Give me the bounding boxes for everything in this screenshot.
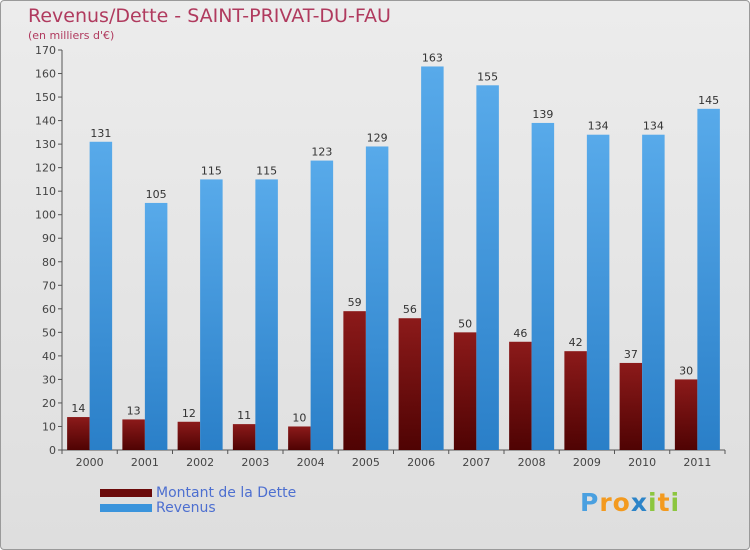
x-tick-label: 2008: [518, 456, 546, 469]
x-tick-label: 2007: [462, 456, 490, 469]
y-tick-label: 140: [35, 115, 56, 128]
revenus-value-label: 129: [367, 131, 388, 144]
x-tick-label: 2005: [352, 456, 380, 469]
revenus-value-label: 115: [201, 164, 222, 177]
y-tick-label: 50: [42, 326, 56, 339]
y-tick-label: 100: [35, 209, 56, 222]
revenus-bar: [476, 85, 499, 450]
legend-label-revenus: Revenus: [156, 500, 216, 516]
legend-label-dette: Montant de la Dette: [156, 485, 297, 501]
logo-letter: t: [657, 488, 671, 517]
dette-value-label: 13: [127, 404, 141, 417]
dette-bar: [67, 417, 90, 450]
x-tick-label: 2000: [76, 456, 104, 469]
dette-value-label: 12: [182, 407, 196, 420]
y-tick-label: 80: [42, 256, 56, 269]
y-tick-label: 30: [42, 373, 56, 386]
logo-letter: i: [648, 488, 658, 517]
revenus-bar: [365, 146, 389, 450]
revenus-value-label: 139: [532, 108, 553, 121]
revenus-value-label: 115: [256, 164, 277, 177]
dette-bar: [343, 311, 366, 450]
revenus-bar: [310, 160, 334, 450]
y-tick-label: 70: [42, 279, 56, 292]
y-tick-label: 20: [42, 397, 56, 410]
x-tick-label: 2010: [628, 456, 656, 469]
revenus-value-label: 163: [422, 51, 443, 64]
y-tick-label: 0: [49, 444, 56, 457]
dette-value-label: 14: [71, 402, 85, 415]
revenus-value-label: 123: [311, 146, 332, 159]
logo-letter: r: [599, 488, 613, 517]
x-tick-label: 2009: [573, 456, 601, 469]
dette-bar: [288, 426, 311, 450]
legend-swatch-revenus: [100, 504, 152, 512]
dette-bar: [232, 424, 256, 450]
legend-swatch-dette: [100, 489, 152, 497]
revenus-value-label: 131: [90, 127, 111, 140]
dette-value-label: 46: [513, 327, 527, 340]
dette-value-label: 30: [679, 364, 693, 377]
logo-letter: x: [630, 488, 648, 517]
y-tick-label: 130: [35, 138, 56, 151]
revenus-bar: [697, 108, 720, 450]
dette-value-label: 11: [237, 409, 251, 422]
y-tick-label: 170: [35, 44, 56, 57]
x-tick-label: 2011: [683, 456, 711, 469]
dette-bar: [619, 362, 643, 450]
dette-bar: [122, 419, 145, 450]
revenus-value-label: 105: [146, 188, 167, 201]
chart-title: Revenus/Dette - SAINT-PRIVAT-DU-FAU: [28, 5, 391, 27]
revenus-bar: [531, 122, 555, 451]
revenus-value-label: 145: [698, 94, 719, 107]
dette-value-label: 10: [292, 411, 306, 424]
y-tick-label: 40: [42, 350, 56, 363]
revenus-bar: [586, 134, 610, 451]
x-tick-label: 2006: [407, 456, 435, 469]
dette-bar: [398, 318, 422, 450]
y-tick-label: 120: [35, 162, 56, 175]
dette-bar: [453, 332, 477, 450]
dette-bar: [509, 341, 532, 450]
logo-letter: i: [670, 488, 681, 517]
logo-letter: P: [580, 488, 600, 517]
y-tick-label: 150: [35, 91, 56, 104]
x-tick-label: 2004: [297, 456, 325, 469]
dette-bar: [564, 351, 587, 450]
revenus-bar: [89, 141, 113, 450]
y-tick-label: 60: [42, 303, 56, 316]
dette-bar: [674, 379, 698, 450]
dette-value-label: 50: [458, 317, 472, 330]
dette-bar: [177, 421, 201, 450]
revenus-bar: [255, 179, 278, 451]
logo-letter: o: [612, 488, 631, 517]
revenus-value-label: 134: [588, 120, 609, 133]
x-tick-label: 2002: [186, 456, 214, 469]
dette-value-label: 56: [403, 303, 417, 316]
revenus-bar: [144, 202, 168, 450]
dette-value-label: 37: [624, 348, 638, 361]
dette-value-label: 42: [569, 336, 583, 349]
y-tick-label: 110: [35, 185, 56, 198]
dette-value-label: 59: [348, 296, 362, 309]
x-tick-label: 2003: [241, 456, 269, 469]
y-tick-label: 10: [42, 420, 56, 433]
chart-subtitle: (en milliers d'€): [28, 29, 115, 42]
x-tick-label: 2001: [131, 456, 159, 469]
revenus-value-label: 134: [643, 120, 664, 133]
revenus-bar: [200, 179, 223, 451]
y-tick-label: 90: [42, 232, 56, 245]
proxiti-logo: Proxiti: [580, 488, 680, 517]
revenus-value-label: 155: [477, 70, 498, 83]
y-tick-label: 160: [35, 68, 56, 81]
revenus-bar: [421, 66, 444, 451]
revenus-bar: [642, 134, 665, 451]
